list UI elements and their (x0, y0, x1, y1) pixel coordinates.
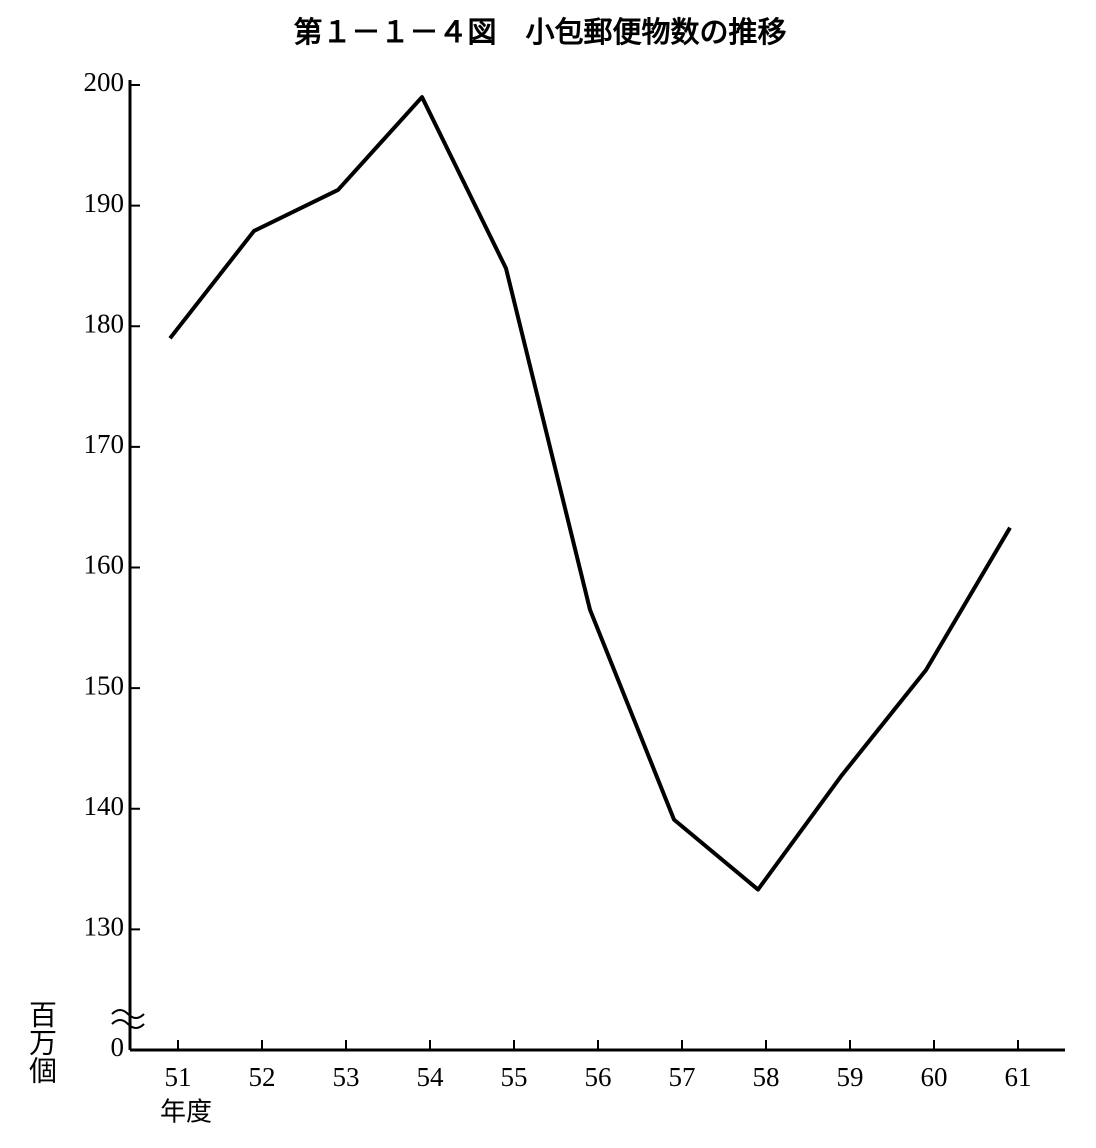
x-tick-label: 51 (165, 1062, 192, 1092)
y-tick-label: 180 (84, 308, 125, 338)
x-tick-label: 53 (333, 1062, 360, 1092)
y-tick-label: 200 (84, 67, 125, 97)
y-tick-label: 140 (84, 791, 125, 821)
y-tick-label: 170 (84, 429, 125, 459)
chart-title: 第１－１－４図 小包郵便物数の推移 (293, 15, 786, 49)
x-tick-label: 58 (753, 1062, 780, 1092)
y-tick-label: 0 (111, 1032, 125, 1062)
x-tick-label: 57 (669, 1062, 696, 1092)
x-tick-label: 56 (585, 1062, 612, 1092)
x-tick-label: 55 (501, 1062, 528, 1092)
y-tick-label: 150 (84, 670, 125, 700)
line (168, 95, 1012, 892)
y-tick-label: 130 (84, 912, 125, 942)
x-tick-label: 61 (1005, 1062, 1032, 1092)
y-axis-label: 百万個 (25, 1000, 58, 1084)
y-tick-label: 160 (84, 550, 125, 580)
x-tick-label: 52 (249, 1062, 276, 1092)
axis-break (111, 1009, 145, 1029)
x-axis-label: 年度 (160, 1098, 212, 1128)
x-tick-label: 60 (921, 1062, 948, 1092)
x-tick-label: 54 (417, 1062, 445, 1092)
y-tick-label: 190 (84, 188, 125, 218)
x-tick-label: 59 (837, 1062, 864, 1092)
